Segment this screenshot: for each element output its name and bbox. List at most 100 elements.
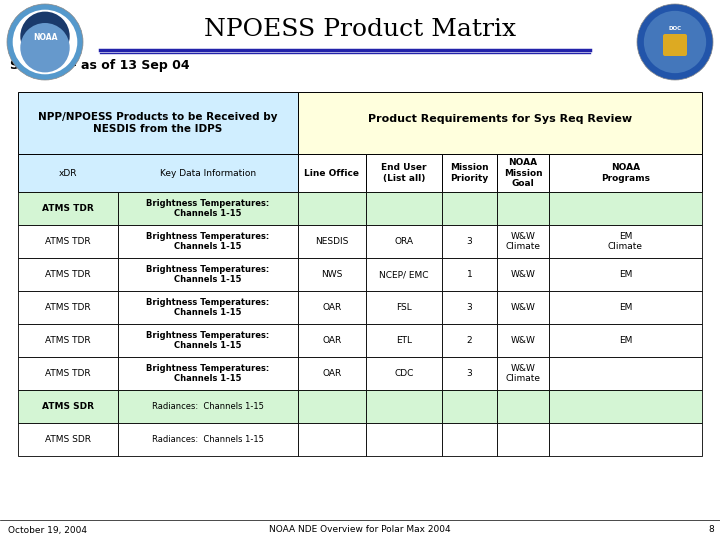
Text: 3: 3 bbox=[467, 237, 472, 246]
Text: Brightness Temperatures:
Channels 1-15: Brightness Temperatures: Channels 1-15 bbox=[146, 265, 269, 284]
Bar bbox=[118, 258, 298, 291]
Text: ATMS TDR: ATMS TDR bbox=[45, 303, 91, 312]
Bar bbox=[442, 225, 497, 258]
Bar bbox=[497, 192, 549, 225]
Bar bbox=[442, 291, 497, 324]
Text: W&W: W&W bbox=[510, 270, 536, 279]
Bar bbox=[442, 192, 497, 225]
Text: Brightness Temperatures:
Channels 1-15: Brightness Temperatures: Channels 1-15 bbox=[146, 199, 269, 218]
Text: W&W: W&W bbox=[510, 303, 536, 312]
Bar bbox=[366, 423, 442, 456]
Circle shape bbox=[644, 11, 706, 73]
Bar bbox=[298, 390, 366, 423]
Text: NPP/NPOESS Products to be Received by
NESDIS from the IDPS: NPP/NPOESS Products to be Received by NE… bbox=[38, 112, 278, 134]
Text: ATMS TDR: ATMS TDR bbox=[45, 270, 91, 279]
Bar bbox=[118, 357, 298, 390]
Text: 3: 3 bbox=[467, 303, 472, 312]
Bar bbox=[442, 390, 497, 423]
Bar bbox=[298, 357, 366, 390]
Bar bbox=[497, 258, 549, 291]
Bar bbox=[549, 192, 702, 225]
Text: W&W: W&W bbox=[510, 336, 536, 345]
Bar bbox=[549, 423, 702, 456]
Bar bbox=[366, 324, 442, 357]
Text: NCEP/ EMC: NCEP/ EMC bbox=[379, 270, 428, 279]
Bar bbox=[442, 324, 497, 357]
Bar bbox=[118, 324, 298, 357]
Text: NPOESS Product Matrix: NPOESS Product Matrix bbox=[204, 18, 516, 42]
Bar bbox=[18, 423, 118, 456]
Text: 2: 2 bbox=[467, 336, 472, 345]
Bar bbox=[549, 390, 702, 423]
Bar bbox=[442, 258, 497, 291]
Circle shape bbox=[7, 4, 83, 80]
Text: W&W
Climate: W&W Climate bbox=[505, 364, 541, 383]
Bar bbox=[497, 225, 549, 258]
Circle shape bbox=[637, 4, 713, 80]
Text: FSL: FSL bbox=[396, 303, 412, 312]
Text: ATMS TDR: ATMS TDR bbox=[42, 204, 94, 213]
Bar bbox=[549, 324, 702, 357]
Text: ATMS SDR: ATMS SDR bbox=[42, 402, 94, 411]
Text: OAR: OAR bbox=[323, 369, 341, 378]
Text: Radiances:  Channels 1-15: Radiances: Channels 1-15 bbox=[152, 435, 264, 444]
Text: 3: 3 bbox=[467, 369, 472, 378]
Bar bbox=[298, 324, 366, 357]
Bar bbox=[442, 357, 497, 390]
Text: Radiances:  Channels 1-15: Radiances: Channels 1-15 bbox=[152, 402, 264, 411]
Bar bbox=[549, 357, 702, 390]
Bar bbox=[18, 225, 118, 258]
Text: EM: EM bbox=[618, 303, 632, 312]
Text: Key Data Information: Key Data Information bbox=[160, 168, 256, 178]
Bar bbox=[18, 357, 118, 390]
Bar bbox=[442, 154, 497, 192]
Text: ATMS TDR: ATMS TDR bbox=[45, 369, 91, 378]
Bar bbox=[366, 154, 442, 192]
Text: Brightness Temperatures:
Channels 1-15: Brightness Temperatures: Channels 1-15 bbox=[146, 298, 269, 317]
Bar bbox=[549, 258, 702, 291]
Text: EM
Climate: EM Climate bbox=[608, 232, 643, 251]
Bar bbox=[118, 291, 298, 324]
Text: October 19, 2004: October 19, 2004 bbox=[8, 525, 87, 535]
Bar bbox=[118, 390, 298, 423]
Text: OAR: OAR bbox=[323, 303, 341, 312]
Bar bbox=[497, 291, 549, 324]
Bar bbox=[18, 92, 298, 154]
Text: ATMS SDR: ATMS SDR bbox=[45, 435, 91, 444]
Bar bbox=[549, 154, 702, 192]
FancyBboxPatch shape bbox=[663, 34, 687, 56]
Text: OAR: OAR bbox=[323, 336, 341, 345]
Bar bbox=[497, 324, 549, 357]
Text: NOAA
Programs: NOAA Programs bbox=[601, 163, 650, 183]
Text: EM: EM bbox=[618, 336, 632, 345]
Text: Product Requirements for Sys Req Review: Product Requirements for Sys Req Review bbox=[368, 114, 632, 124]
Text: ATMS TDR: ATMS TDR bbox=[45, 237, 91, 246]
Bar bbox=[298, 154, 366, 192]
Text: W&W
Climate: W&W Climate bbox=[505, 232, 541, 251]
Bar bbox=[18, 390, 118, 423]
Bar bbox=[18, 154, 298, 192]
Text: xDR: xDR bbox=[59, 168, 77, 178]
Bar bbox=[118, 225, 298, 258]
Bar bbox=[366, 192, 442, 225]
Bar bbox=[442, 423, 497, 456]
Circle shape bbox=[20, 11, 70, 61]
Text: Mission
Priority: Mission Priority bbox=[450, 163, 489, 183]
Text: Brightness Temperatures:
Channels 1-15: Brightness Temperatures: Channels 1-15 bbox=[146, 331, 269, 350]
Text: ATMS TDR: ATMS TDR bbox=[45, 336, 91, 345]
Bar bbox=[298, 225, 366, 258]
Text: DOC: DOC bbox=[668, 25, 682, 30]
Text: 8: 8 bbox=[708, 525, 714, 535]
Text: NOAA: NOAA bbox=[32, 33, 58, 43]
Bar bbox=[366, 390, 442, 423]
Bar bbox=[18, 324, 118, 357]
Bar bbox=[366, 357, 442, 390]
Text: Brightness Temperatures:
Channels 1-15: Brightness Temperatures: Channels 1-15 bbox=[146, 364, 269, 383]
Bar bbox=[298, 258, 366, 291]
Bar bbox=[18, 192, 118, 225]
Bar bbox=[549, 291, 702, 324]
Text: NESDIS: NESDIS bbox=[315, 237, 348, 246]
Text: Sample -- as of 13 Sep 04: Sample -- as of 13 Sep 04 bbox=[10, 59, 189, 72]
Bar bbox=[18, 291, 118, 324]
Text: End User
(List all): End User (List all) bbox=[382, 163, 427, 183]
